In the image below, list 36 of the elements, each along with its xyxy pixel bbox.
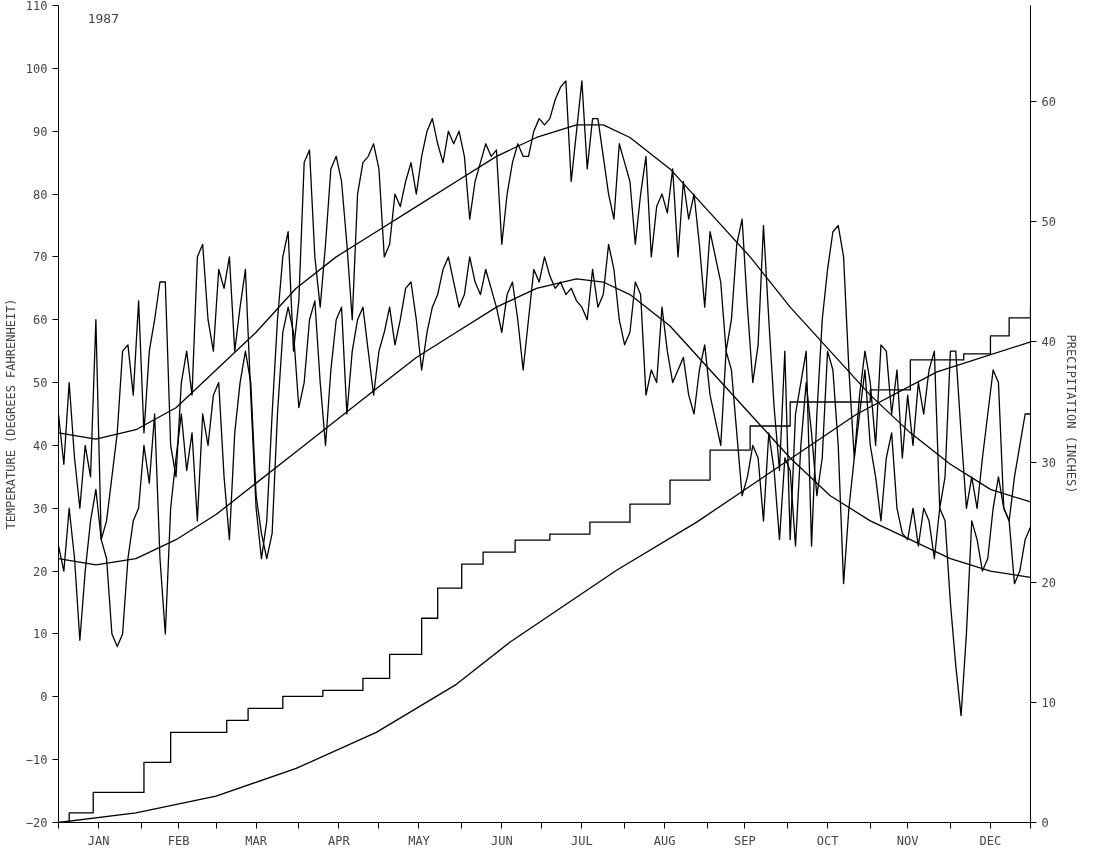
y-tick-label: 110 bbox=[25, 0, 48, 13]
annotation: 1987 bbox=[87, 10, 119, 26]
x-tick-label: FEB bbox=[167, 833, 190, 848]
y-tick-label: −10 bbox=[25, 753, 48, 768]
x-tick-label: DEC bbox=[979, 833, 1002, 848]
y2-tick-label: 30 bbox=[1041, 455, 1056, 470]
x-tick-label: MAY bbox=[408, 833, 431, 848]
y-tick-label: 60 bbox=[33, 313, 48, 328]
y-tick-label: 40 bbox=[33, 438, 48, 453]
y2-tick-label: 0 bbox=[1041, 816, 1049, 830]
x-tick-label: OCT bbox=[816, 833, 839, 848]
y-tick-label: 20 bbox=[33, 564, 48, 579]
y-axis-title: TEMPERATURE (DEGREES FAHRENHEIT) bbox=[3, 298, 18, 530]
y-tick-label: 80 bbox=[33, 187, 48, 202]
y-tick-label: 0 bbox=[40, 690, 48, 705]
y2-tick-label: 50 bbox=[1041, 215, 1056, 230]
y-tick-label: 50 bbox=[33, 376, 48, 391]
x-tick-label: JUL bbox=[571, 833, 593, 848]
x-tick-label: JAN bbox=[87, 833, 110, 848]
y-tick-label: 30 bbox=[33, 501, 48, 516]
y2-tick-label: 10 bbox=[1041, 695, 1056, 710]
y-tick-label: 90 bbox=[33, 124, 48, 139]
y-tick-label: 100 bbox=[25, 61, 48, 76]
y-tick-label: 10 bbox=[33, 627, 48, 642]
y-tick-label: −20 bbox=[25, 816, 48, 830]
x-tick-label: NOV bbox=[896, 833, 919, 848]
x-tick-label: MAR bbox=[245, 833, 268, 848]
x-tick-label: SEP bbox=[733, 833, 756, 848]
y-tick-label: 70 bbox=[33, 250, 48, 265]
x-tick-label: AUG bbox=[653, 833, 676, 848]
y2-axis-title: PRECIPITATION (INCHES) bbox=[1063, 334, 1078, 494]
y2-tick-label: 20 bbox=[1041, 575, 1056, 590]
y2-tick-label: 40 bbox=[1041, 335, 1056, 350]
y2-tick-label: 60 bbox=[1041, 95, 1056, 110]
x-tick-label: APR bbox=[328, 833, 351, 848]
x-tick-label: JUN bbox=[490, 833, 513, 848]
